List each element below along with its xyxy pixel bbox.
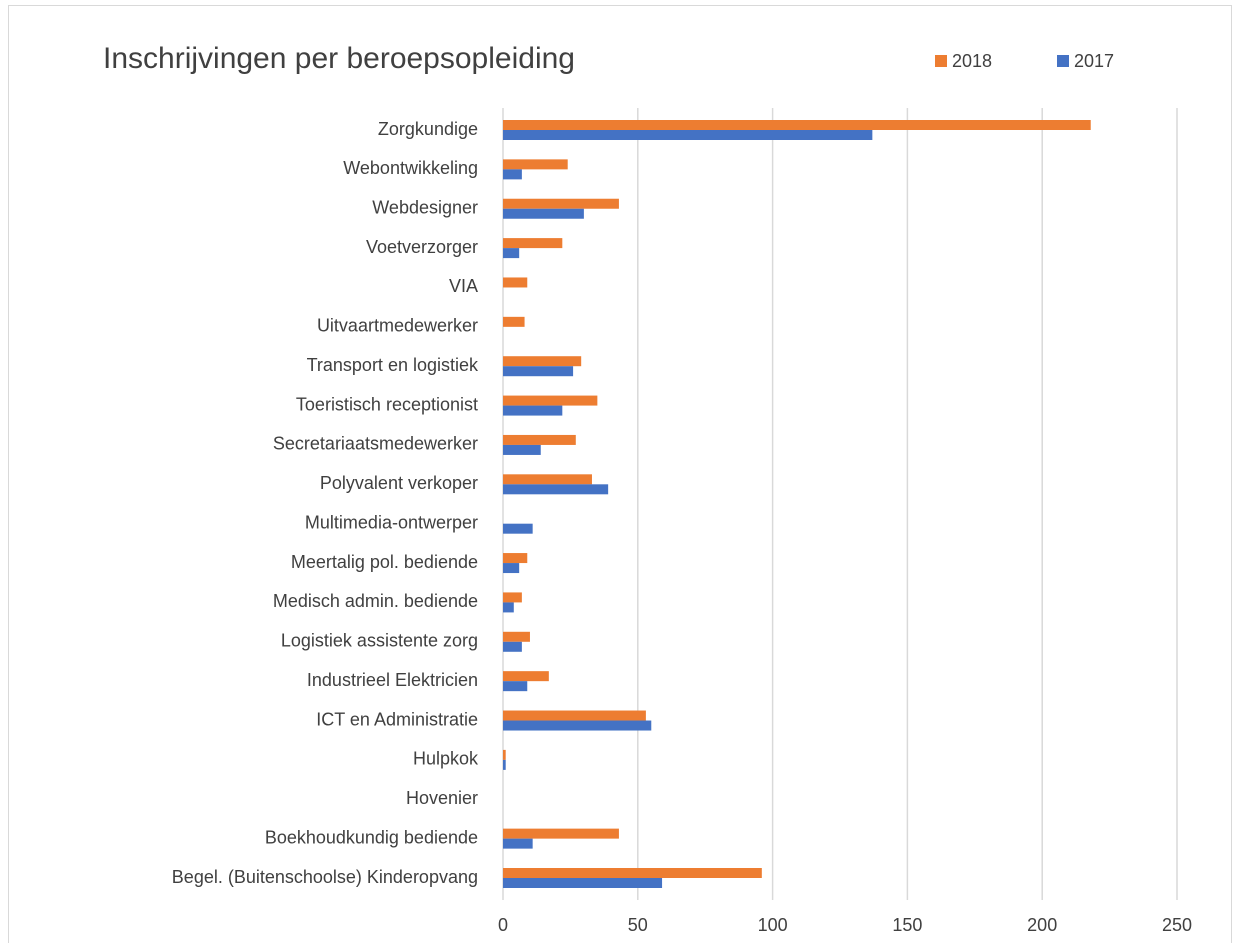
- x-tick-label: 100: [758, 915, 788, 935]
- legend-label: 2018: [952, 51, 992, 71]
- y-tick-label: VIA: [449, 276, 478, 296]
- bar: [503, 631, 530, 642]
- y-tick-label: Begel. (Buitenschoolse) Kinderopvang: [172, 867, 478, 887]
- y-tick-label: Hulpkok: [413, 749, 479, 769]
- legend-swatch: [935, 55, 947, 67]
- y-tick-label: Meertalig pol. bediende: [291, 552, 478, 572]
- bar: [503, 356, 582, 367]
- y-tick-label: Multimedia-ontwerper: [305, 512, 478, 532]
- bar: [503, 681, 528, 692]
- bar: [503, 405, 563, 416]
- y-tick-label: Medisch admin. bediende: [273, 591, 478, 611]
- x-tick-label: 250: [1162, 915, 1192, 935]
- y-tick-label: Industrieel Elektricien: [307, 670, 478, 690]
- y-tick-label: Webontwikkeling: [343, 158, 478, 178]
- bar: [503, 444, 541, 455]
- x-tick-label: 0: [498, 915, 508, 935]
- bar: [503, 434, 576, 445]
- bar: [503, 198, 619, 209]
- y-tick-label: Zorgkundige: [378, 119, 478, 139]
- y-tick-label: Transport en logistiek: [307, 355, 479, 375]
- bar: [503, 641, 522, 652]
- y-tick-label: Toeristisch receptionist: [296, 394, 478, 414]
- bar: [503, 484, 609, 495]
- y-tick-label: Webdesigner: [372, 197, 478, 217]
- bar: [503, 248, 520, 259]
- bar: [503, 130, 873, 140]
- bar: [503, 523, 533, 534]
- bar: [503, 749, 506, 760]
- x-tick-label: 150: [892, 915, 922, 935]
- bar: [503, 759, 506, 770]
- bar: [503, 316, 525, 327]
- y-tick-label: Boekhoudkundig bediende: [265, 827, 478, 847]
- bar: [503, 602, 514, 613]
- bar: [503, 277, 528, 288]
- chart-border: [8, 5, 1232, 943]
- y-tick-label: Polyvalent verkoper: [320, 473, 478, 493]
- y-tick-label: Voetverzorger: [366, 237, 478, 257]
- bar: [503, 474, 592, 485]
- y-tick-label: Secretariaatsmedewerker: [273, 434, 478, 454]
- bar: [503, 868, 762, 878]
- bar: [503, 592, 522, 603]
- bar: [503, 395, 598, 406]
- legend-swatch: [1057, 55, 1069, 67]
- bar: [503, 671, 549, 682]
- y-tick-label: Uitvaartmedewerker: [317, 316, 478, 336]
- x-tick-label: 200: [1027, 915, 1057, 935]
- y-tick-label: Logistiek assistente zorg: [281, 631, 478, 651]
- bar: [503, 238, 563, 249]
- y-tick-label: Hovenier: [406, 788, 478, 808]
- bar: [503, 553, 528, 564]
- bar: [503, 828, 619, 839]
- bar: [503, 720, 652, 731]
- bar: [503, 838, 533, 849]
- x-tick-label: 50: [628, 915, 648, 935]
- legend-label: 2017: [1074, 51, 1114, 71]
- bar: [503, 120, 1091, 130]
- bar: [503, 710, 646, 721]
- bar: [503, 159, 568, 170]
- bar: [503, 878, 663, 888]
- chart-title: Inschrijvingen per beroepsopleiding: [103, 42, 575, 75]
- bar: [503, 563, 520, 574]
- bar: [503, 169, 522, 180]
- bar: [503, 208, 584, 219]
- bar: [503, 366, 574, 377]
- y-tick-label: ICT en Administratie: [316, 709, 478, 729]
